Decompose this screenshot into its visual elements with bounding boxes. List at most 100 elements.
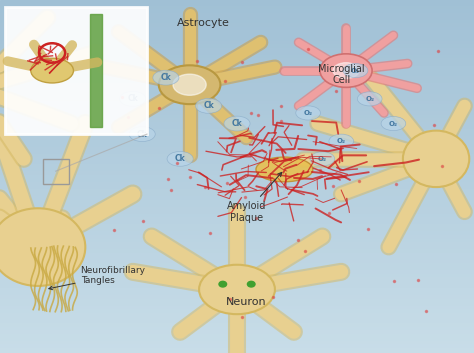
Bar	[0, 201, 474, 205]
Ellipse shape	[329, 134, 354, 148]
Bar	[0, 293, 474, 297]
Bar	[0, 346, 474, 349]
Bar	[0, 311, 474, 314]
Bar	[0, 307, 474, 311]
Bar	[0, 244, 474, 247]
Ellipse shape	[224, 116, 250, 131]
Ellipse shape	[159, 65, 220, 104]
Bar	[0, 237, 474, 240]
Bar	[0, 81, 474, 85]
Text: Ck: Ck	[175, 154, 185, 163]
Ellipse shape	[195, 98, 221, 113]
Bar	[0, 286, 474, 289]
Text: Astrocyte: Astrocyte	[177, 18, 230, 28]
Bar	[0, 113, 474, 116]
Bar	[0, 332, 474, 335]
Text: O₂: O₂	[303, 110, 313, 116]
Bar	[0, 297, 474, 300]
Bar	[0, 184, 474, 187]
Bar	[0, 191, 474, 194]
Bar	[0, 339, 474, 342]
Text: O₂: O₂	[389, 121, 398, 126]
Ellipse shape	[343, 64, 368, 78]
Bar	[0, 99, 474, 102]
Bar	[0, 109, 474, 113]
Bar	[0, 67, 474, 71]
Bar	[0, 21, 474, 25]
Text: O₂: O₂	[365, 96, 374, 102]
Ellipse shape	[333, 62, 359, 78]
Bar	[0, 229, 474, 233]
Bar	[0, 25, 474, 28]
Bar	[0, 318, 474, 321]
Bar	[0, 208, 474, 212]
Bar	[0, 64, 474, 67]
Text: O₂: O₂	[351, 68, 360, 73]
Bar	[0, 152, 474, 155]
Ellipse shape	[403, 131, 469, 187]
Bar	[0, 74, 474, 78]
Bar	[0, 166, 474, 169]
Text: Neurofibrillary
Tangles: Neurofibrillary Tangles	[49, 266, 146, 290]
Ellipse shape	[31, 58, 73, 83]
Text: Ck: Ck	[128, 94, 138, 103]
Ellipse shape	[129, 127, 155, 142]
Bar	[0, 88, 474, 92]
Bar	[0, 155, 474, 159]
Bar	[0, 272, 474, 275]
Bar	[0, 120, 474, 124]
Circle shape	[247, 281, 255, 287]
Bar	[0, 71, 474, 74]
Text: O₂: O₂	[337, 138, 346, 144]
Bar	[0, 4, 474, 7]
Ellipse shape	[381, 116, 406, 131]
Bar	[0, 11, 474, 14]
Bar	[0, 258, 474, 261]
Bar	[0, 127, 474, 131]
Ellipse shape	[310, 152, 335, 166]
Bar	[0, 46, 474, 49]
Bar	[0, 226, 474, 229]
Bar	[0, 169, 474, 173]
Bar	[0, 251, 474, 254]
Bar	[0, 328, 474, 332]
Bar	[0, 321, 474, 325]
Bar	[0, 159, 474, 162]
Bar	[0, 304, 474, 307]
Bar	[0, 222, 474, 226]
Text: O₂: O₂	[318, 156, 327, 162]
Ellipse shape	[0, 208, 85, 286]
Bar	[0, 176, 474, 180]
Bar	[0, 18, 474, 21]
Bar	[0, 162, 474, 166]
Ellipse shape	[167, 151, 193, 166]
Bar	[0, 124, 474, 127]
Bar	[0, 53, 474, 56]
Bar	[0, 95, 474, 99]
Bar	[0, 212, 474, 215]
Bar	[0, 148, 474, 152]
Bar	[0, 32, 474, 35]
Bar	[0, 49, 474, 53]
Bar	[0, 282, 474, 286]
Text: Amyloid
Plaque: Amyloid Plaque	[227, 173, 282, 223]
Bar	[0, 138, 474, 141]
Text: Microglial
Cell: Microglial Cell	[318, 64, 365, 85]
Bar	[0, 342, 474, 346]
Bar	[0, 0, 474, 4]
Bar	[43, 159, 69, 184]
Bar	[0, 106, 474, 109]
Bar	[0, 92, 474, 95]
Ellipse shape	[173, 74, 206, 95]
Text: Ck: Ck	[161, 73, 171, 82]
Ellipse shape	[119, 91, 146, 106]
Bar	[0, 247, 474, 251]
Bar	[0, 261, 474, 265]
Bar	[0, 14, 474, 18]
Text: Ck: Ck	[232, 119, 242, 128]
Bar	[0, 314, 474, 318]
Bar	[0, 289, 474, 293]
Text: Ck: Ck	[137, 130, 147, 139]
Ellipse shape	[256, 157, 313, 182]
Bar	[0, 35, 474, 39]
